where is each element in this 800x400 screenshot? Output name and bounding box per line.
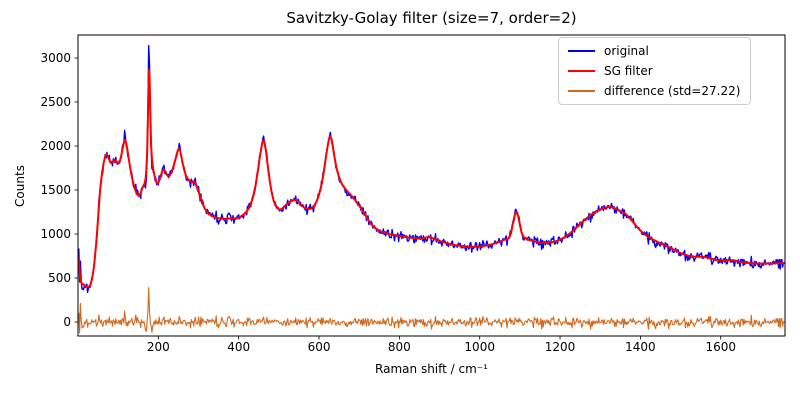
axes-spines — [77, 34, 786, 337]
legend-label: SG filter — [604, 64, 653, 78]
legend: original SG filter difference (std=27.22) — [558, 37, 752, 105]
x-tick-label: 1000 — [464, 340, 495, 354]
legend-label: original — [604, 44, 649, 58]
x-tick-label: 1200 — [545, 340, 576, 354]
x-axis-label: Raman shift / cm⁻¹ — [375, 362, 488, 376]
x-tick-label: 600 — [308, 340, 331, 354]
legend-line-swatch — [568, 70, 595, 72]
x-tick-label: 1600 — [705, 340, 736, 354]
legend-line-swatch — [568, 90, 595, 92]
sg-filter-line — [78, 68, 785, 289]
chart-title: Savitzky-Golay filter (size=7, order=2) — [286, 9, 577, 27]
y-tick-label: 0 — [63, 315, 71, 329]
x-tick-label: 200 — [147, 340, 170, 354]
legend-line-swatch — [568, 50, 595, 52]
legend-item: difference (std=27.22) — [568, 84, 740, 98]
x-tick-label: 400 — [227, 340, 250, 354]
x-tick-label: 1400 — [625, 340, 656, 354]
x-tick-label: 800 — [388, 340, 411, 354]
y-tick-label: 1500 — [40, 183, 71, 197]
difference-line — [78, 287, 785, 334]
y-tick-label: 3000 — [40, 51, 71, 65]
y-tick-label: 2000 — [40, 139, 71, 153]
legend-item: SG filter — [568, 64, 740, 78]
y-tick-label: 2500 — [40, 95, 71, 109]
legend-item: original — [568, 44, 740, 58]
y-tick-label: 500 — [48, 271, 71, 285]
legend-label: difference (std=27.22) — [604, 84, 741, 98]
y-tick-label: 1000 — [40, 227, 71, 241]
